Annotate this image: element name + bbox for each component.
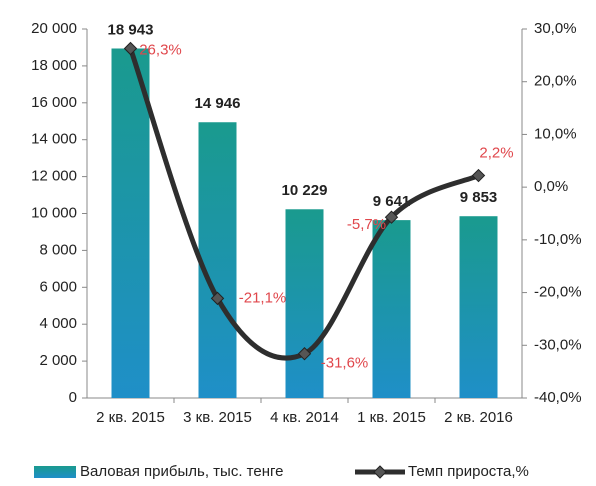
- y2-tick-label: -10,0%: [534, 231, 582, 248]
- y-tick-label: 18 000: [31, 57, 77, 74]
- y2-tick-label: -20,0%: [534, 284, 582, 301]
- y2-tick-label: 10,0%: [534, 125, 577, 142]
- y-tick-label: 16 000: [31, 94, 77, 111]
- line-value-label: 26,3%: [139, 41, 182, 58]
- x-tick-label: 2 кв. 2016: [444, 409, 513, 426]
- y2-tick-label: 30,0%: [534, 20, 577, 37]
- line-value-label: -21,1%: [239, 289, 287, 306]
- legend-label: Валовая прибыль, тыс. тенге: [80, 463, 283, 480]
- line-marker: [123, 41, 138, 56]
- line-marker: [297, 347, 312, 361]
- line: [128, 47, 480, 361]
- line-marker: [471, 168, 486, 183]
- bar: [459, 216, 498, 398]
- legend-marker: [373, 465, 387, 479]
- y-tick-label: 10 000: [31, 204, 77, 221]
- x-tick-label: 4 кв. 2014: [270, 409, 339, 426]
- bar-value-label: 18 943: [108, 21, 154, 38]
- line-value-label: 2,2%: [479, 145, 513, 162]
- x-tick-label: 3 кв. 2015: [183, 409, 252, 426]
- y-tick-label: 6 000: [39, 278, 77, 295]
- y-tick-label: 2 000: [39, 352, 77, 369]
- y-tick-label: 12 000: [31, 168, 77, 185]
- y-tick-label: 4 000: [39, 315, 77, 332]
- y-tick-label: 14 000: [31, 131, 77, 148]
- y-tick-label: 8 000: [39, 241, 77, 258]
- bar: [198, 122, 237, 398]
- line-value-label: -31,6%: [321, 355, 369, 372]
- x-tick-label: 1 кв. 2015: [357, 409, 426, 426]
- bar: [111, 48, 150, 399]
- y-tick-label: 0: [69, 389, 77, 406]
- bar-value-label: 9 853: [460, 189, 498, 206]
- bar: [285, 209, 324, 398]
- y-tick-label: 20 000: [31, 20, 77, 37]
- bar-value-label: 14 946: [195, 95, 241, 112]
- legend-label: Темп прироста,%: [408, 463, 529, 480]
- line-marker: [384, 210, 399, 224]
- bar: [372, 220, 411, 398]
- bar-value-label: 10 229: [282, 182, 328, 199]
- line-marker: [210, 291, 225, 306]
- y2-tick-label: -40,0%: [534, 389, 582, 406]
- y2-tick-label: 20,0%: [534, 73, 577, 90]
- y2-tick-label: 0,0%: [534, 178, 568, 195]
- legend-swatch: [34, 466, 76, 478]
- line-value-label: -5,7%: [347, 216, 386, 233]
- y2-tick-label: -30,0%: [534, 336, 582, 353]
- x-tick-label: 2 кв. 2015: [96, 409, 165, 426]
